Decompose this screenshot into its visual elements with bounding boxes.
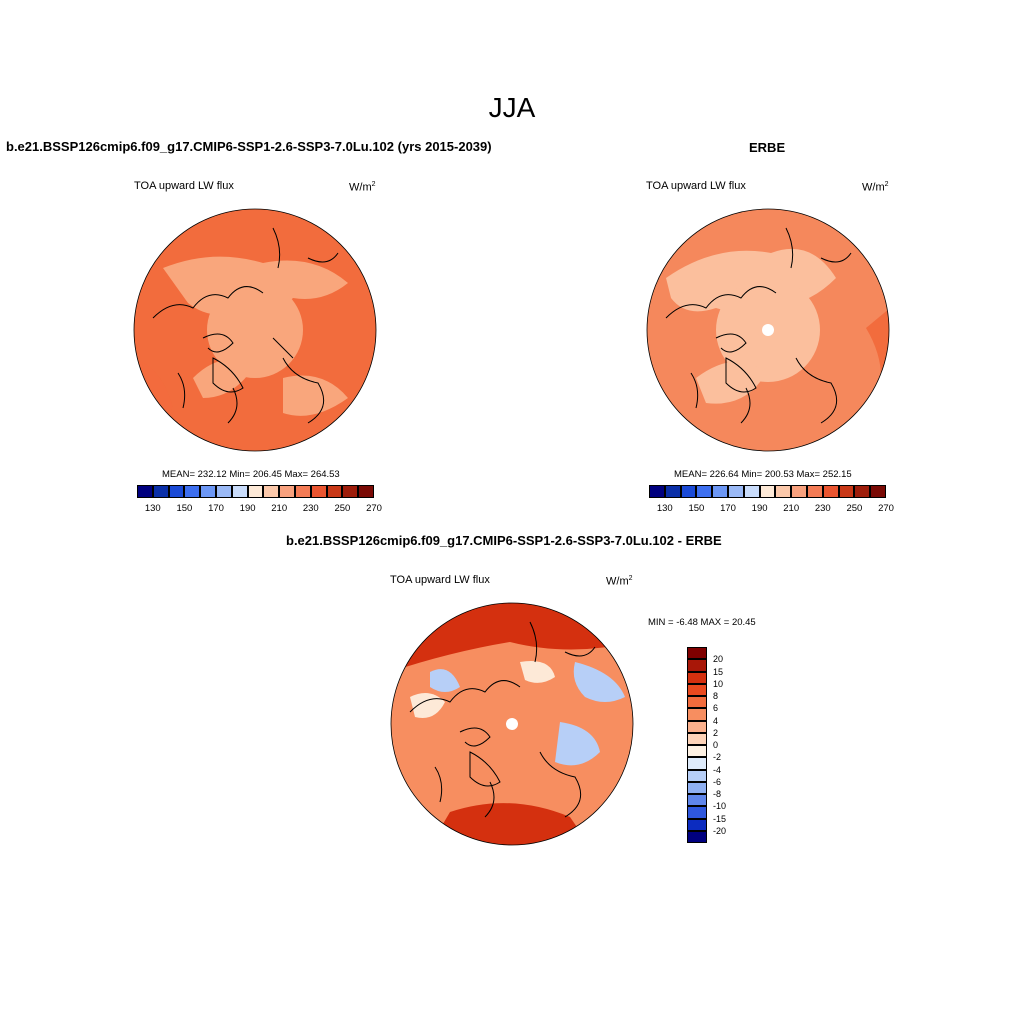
colorbar-tick-label: -20 — [713, 825, 727, 836]
colorbar-swatch — [687, 769, 707, 782]
colorbar-swatch — [687, 830, 707, 843]
colorbar-swatch — [687, 732, 707, 745]
colorbar-tick-label: 250 — [334, 503, 351, 514]
colorbar-swatch — [687, 696, 707, 709]
colorbar-tick-label: 190 — [239, 503, 256, 514]
model-stats: MEAN= 232.12 Min= 206.45 Max= 264.53 — [162, 469, 340, 480]
colorbar-swatch — [838, 485, 855, 498]
diff-field-label: TOA upward LW flux — [390, 574, 490, 586]
colorbar-swatch — [342, 485, 359, 498]
colorbar-swatch — [231, 485, 248, 498]
obs-stats: MEAN= 226.64 Min= 200.53 Max= 252.15 — [674, 469, 852, 480]
colorbar-swatch — [687, 757, 707, 770]
colorbar-swatch — [680, 485, 697, 498]
colorbar-swatch — [247, 485, 264, 498]
colorbar-swatch — [310, 485, 327, 498]
colorbar-tick-label: 150 — [176, 503, 193, 514]
colorbar-swatch — [326, 485, 343, 498]
colorbar-tick-label: 270 — [878, 503, 894, 514]
colorbar-tick-label: -6 — [713, 776, 722, 787]
colorbar-swatch — [687, 818, 707, 831]
colorbar-swatch — [687, 745, 707, 758]
colorbar-swatch — [854, 485, 871, 498]
colorbar-swatch — [728, 485, 744, 498]
colorbar-swatch — [687, 647, 707, 660]
colorbar-swatch — [137, 485, 153, 498]
obs-field-label: TOA upward LW flux — [646, 180, 746, 192]
colorbar-swatch — [295, 485, 311, 498]
colorbar-swatch — [687, 708, 707, 721]
colorbar-swatch — [807, 485, 823, 498]
colorbar-tick-label: 230 — [814, 503, 831, 514]
colorbar-tick-label: 250 — [846, 503, 863, 514]
colorbar-tick-label: 20 — [713, 654, 724, 665]
colorbar-tick-label: 4 — [713, 715, 719, 726]
model-polar-map — [133, 208, 377, 452]
model-field-label: TOA upward LW flux — [134, 180, 234, 192]
colorbar-swatch — [152, 485, 169, 498]
colorbar-swatch — [263, 485, 280, 498]
colorbar-swatch — [687, 781, 707, 794]
colorbar-tick-label: -8 — [713, 789, 722, 799]
colorbar-tick-label: 150 — [688, 503, 705, 514]
diff-minmax: MIN = -6.48 MAX = 20.45 — [648, 617, 756, 628]
diff-units: W/m2 — [606, 575, 633, 588]
colorbar-swatch — [687, 659, 707, 672]
model-units: W/m2 — [349, 181, 376, 194]
colorbar-swatch — [687, 720, 707, 733]
obs-polar-map — [646, 208, 890, 452]
colorbar-tick-label: 10 — [713, 678, 724, 689]
colorbar-tick-label: 210 — [783, 503, 800, 514]
colorbar-swatch — [358, 485, 374, 498]
obs-colorbar-labels: 130 150 170 190 210 230 250 270 — [649, 501, 894, 515]
colorbar-swatch — [759, 485, 776, 498]
colorbar-tick-label: 130 — [144, 503, 161, 514]
obs-colorbar — [649, 485, 886, 498]
colorbar-swatch — [712, 485, 728, 498]
colorbar-tick-label: -15 — [713, 813, 727, 824]
colorbar-tick-label: 170 — [208, 503, 224, 514]
diff-panel-title: b.e21.BSSP126cmip6.f09_g17.CMIP6-SSP1-2.… — [286, 533, 722, 548]
colorbar-swatch — [664, 485, 681, 498]
obs-panel-title: ERBE — [749, 140, 786, 155]
colorbar-swatch — [184, 485, 201, 498]
colorbar-tick-label: 230 — [302, 503, 319, 514]
colorbar-tick-label: 15 — [713, 666, 724, 677]
colorbar-tick-label: 190 — [751, 503, 768, 514]
colorbar-tick-label: 2 — [713, 727, 719, 738]
colorbar-swatch — [870, 485, 886, 498]
colorbar-tick-label: 130 — [656, 503, 673, 514]
colorbar-tick-label: 0 — [713, 740, 719, 750]
colorbar-swatch — [775, 485, 792, 498]
model-colorbar — [137, 485, 374, 498]
colorbar-swatch — [168, 485, 185, 498]
diff-colorbar — [687, 647, 707, 843]
colorbar-tick-label: -10 — [713, 801, 727, 812]
colorbar-tick-label: 6 — [713, 703, 719, 714]
colorbar-swatch — [200, 485, 216, 498]
colorbar-swatch — [743, 485, 760, 498]
model-panel-title: b.e21.BSSP126cmip6.f09_g17.CMIP6-SSP1-2.… — [6, 139, 492, 154]
colorbar-tick-label: 170 — [720, 503, 736, 514]
colorbar-swatch — [279, 485, 295, 498]
model-colorbar-labels: 130 150 170 190 210 230 250 270 — [137, 501, 382, 515]
colorbar-swatch — [687, 794, 707, 807]
figure-title: JJA — [488, 92, 536, 123]
colorbar-swatch — [649, 485, 665, 498]
colorbar-tick-label: -2 — [713, 752, 722, 763]
colorbar-swatch — [216, 485, 232, 498]
colorbar-tick-label: 270 — [366, 503, 382, 514]
diff-colorbar-labels: 20 15 10 8 6 4 2 0 -2 -4 -6 -8 -10 -15 -20 — [711, 647, 751, 843]
obs-units: W/m2 — [862, 181, 889, 194]
colorbar-tick-label: -4 — [713, 764, 722, 775]
colorbar-swatch — [822, 485, 839, 498]
diff-polar-map — [390, 602, 634, 846]
colorbar-swatch — [687, 683, 707, 696]
colorbar-swatch — [687, 806, 707, 819]
colorbar-swatch — [687, 671, 707, 684]
colorbar-swatch — [696, 485, 713, 498]
colorbar-tick-label: 210 — [271, 503, 288, 514]
colorbar-swatch — [791, 485, 807, 498]
colorbar-tick-label: 8 — [713, 691, 719, 701]
